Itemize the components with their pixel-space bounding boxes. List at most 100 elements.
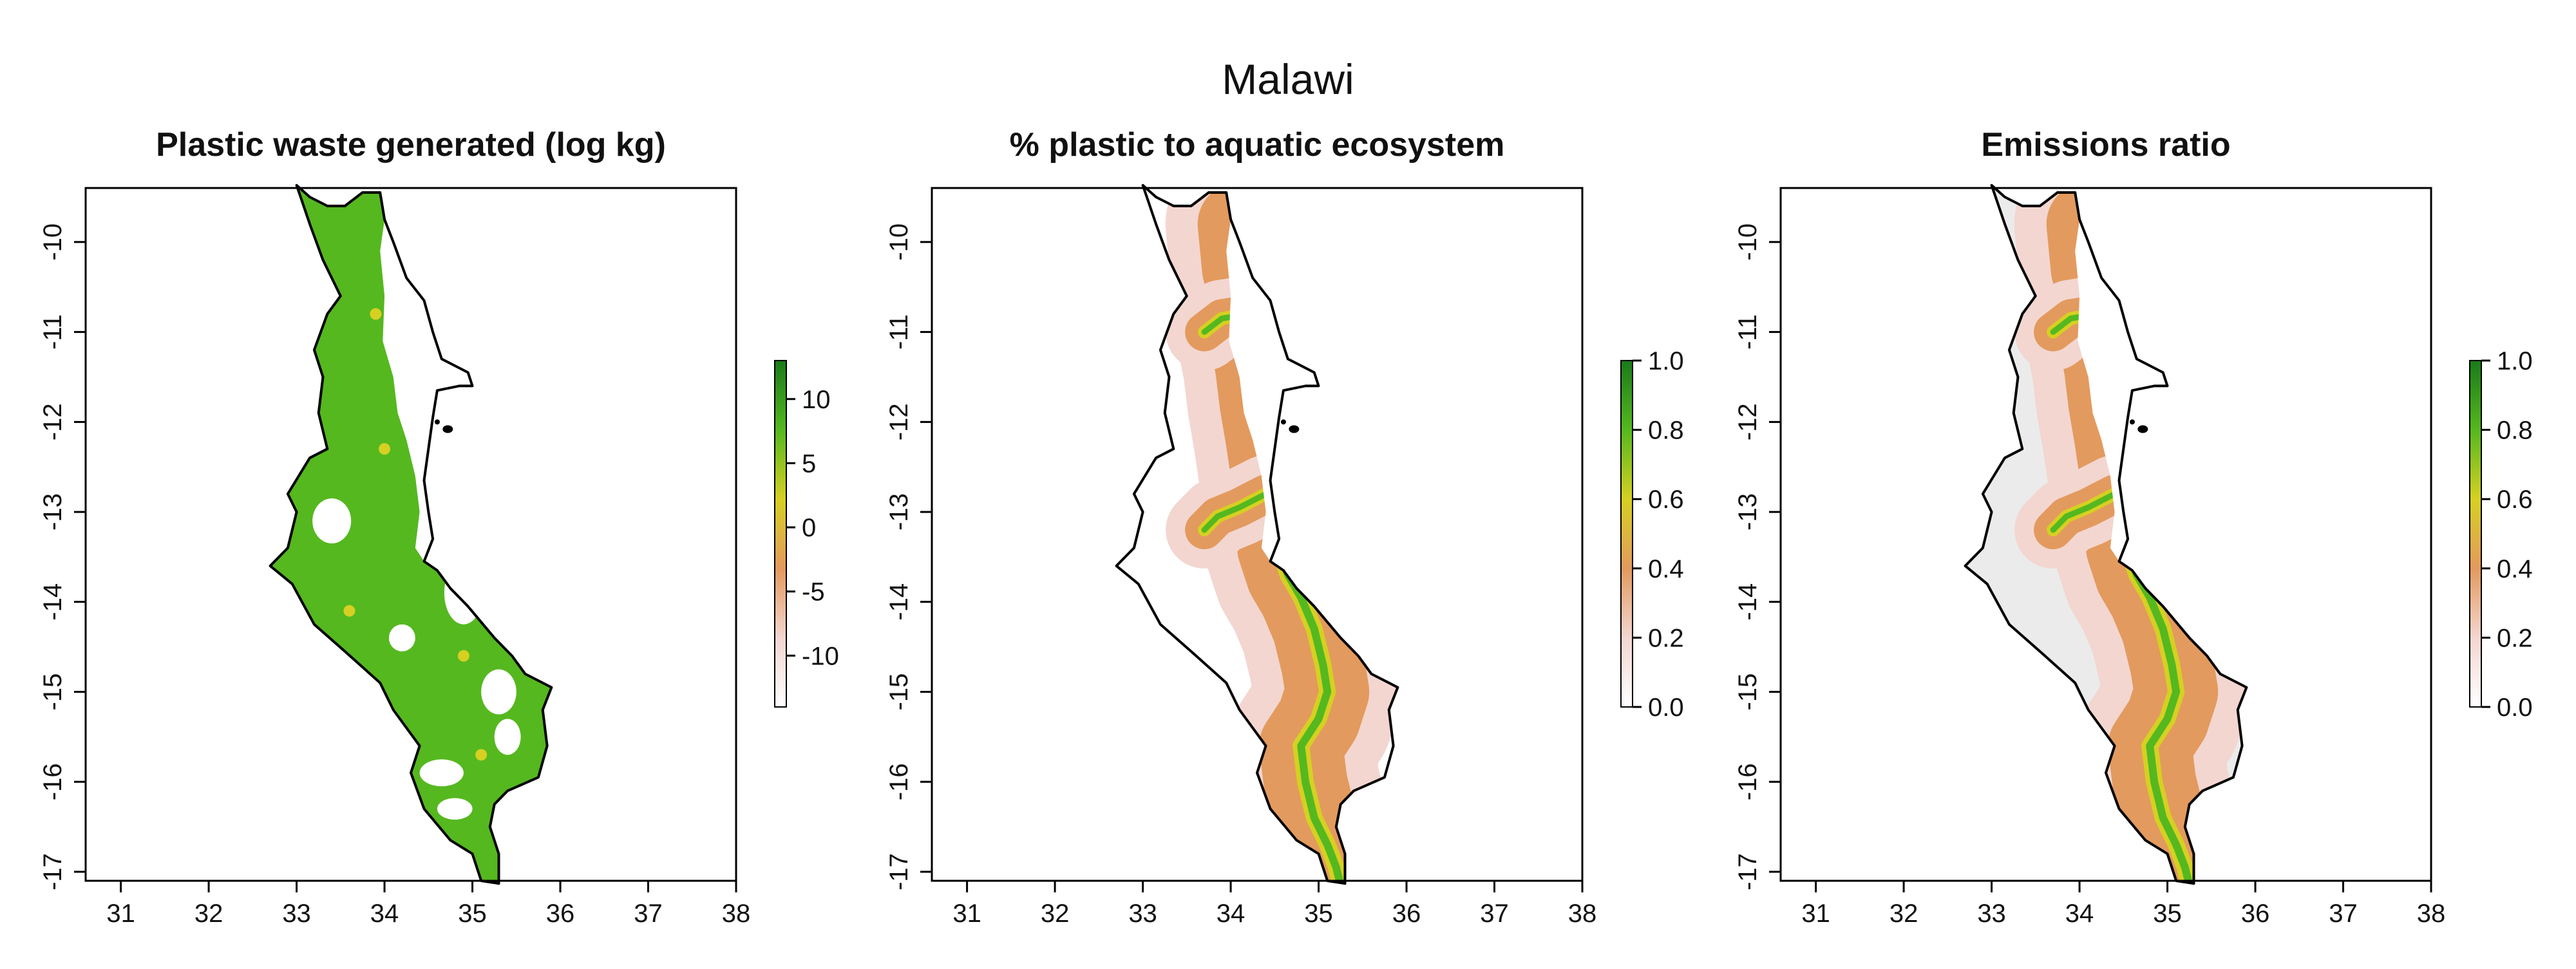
waste-raster xyxy=(270,185,552,884)
panel-title: Emissions ratio xyxy=(1981,126,2230,164)
x-tick-label: 33 xyxy=(282,899,311,928)
y-tick-label: -11 xyxy=(1734,314,1762,350)
legend-tick-label: 0.8 xyxy=(2497,417,2533,445)
raster-layer xyxy=(270,185,552,884)
legend-tick-label: 0.8 xyxy=(1648,417,1684,445)
legend-tick-label: 0.4 xyxy=(1648,555,1684,583)
no-data-patch xyxy=(437,798,473,820)
legend-tick-label: 0.2 xyxy=(1648,624,1684,652)
island-marker xyxy=(1280,419,1286,425)
y-tick-label: -15 xyxy=(1734,673,1762,711)
x-tick-label: 35 xyxy=(1304,899,1333,928)
x-tick-label: 32 xyxy=(1041,899,1070,928)
y-tick-label: -16 xyxy=(39,763,67,800)
figure-title: Malawi xyxy=(1222,55,1354,103)
legend-tick-label: -5 xyxy=(802,578,825,607)
y-tick-label: -16 xyxy=(885,763,913,800)
waste-hotspot xyxy=(343,605,355,617)
y-tick-label: -13 xyxy=(885,493,913,531)
x-tick-label: 33 xyxy=(1977,899,2006,928)
legend-tick-label: 1.0 xyxy=(2497,347,2533,375)
x-tick-label: 32 xyxy=(1889,899,1918,928)
y-tick-label: -15 xyxy=(39,673,67,711)
legend-tick-label: 0.6 xyxy=(2497,485,2533,514)
x-tick-label: 34 xyxy=(2065,899,2094,928)
y-tick-label: -14 xyxy=(1734,583,1762,621)
legend-tick-label: 5 xyxy=(802,449,816,478)
legend-colorbar xyxy=(1620,360,1633,708)
island-marker xyxy=(1289,425,1300,433)
y-tick-label: -13 xyxy=(39,493,67,531)
legend-tick-label: 0.0 xyxy=(2497,693,2533,722)
no-data-patch xyxy=(312,498,352,543)
y-tick-label: -10 xyxy=(885,223,913,261)
waste-hotspot xyxy=(379,443,391,455)
x-tick-label: 36 xyxy=(546,899,575,928)
raster-layer xyxy=(1965,185,2247,884)
x-tick-label: 38 xyxy=(2417,899,2446,928)
country-outline xyxy=(1964,183,2248,885)
panel-title: Plastic waste generated (log kg) xyxy=(156,126,666,164)
x-tick-label: 37 xyxy=(2329,899,2358,928)
x-tick-label: 34 xyxy=(1217,899,1245,928)
y-tick-label: -13 xyxy=(1734,493,1762,531)
y-tick-label: -12 xyxy=(885,403,913,440)
x-tick-label: 36 xyxy=(2241,899,2270,928)
map-panel-3: Emissions ratio 31 32 33 34 35 36 37 38 -10 -11 -12… xyxy=(1734,126,2533,928)
legend-tick-label: -10 xyxy=(802,642,839,670)
y-tick-label: -10 xyxy=(39,223,67,261)
island-marker xyxy=(2129,419,2135,425)
no-data-patch xyxy=(444,561,483,625)
y-tick-label: -12 xyxy=(39,403,67,440)
x-tick-label: 35 xyxy=(458,899,487,928)
island-marker xyxy=(442,425,453,433)
x-tick-label: 38 xyxy=(1568,899,1597,928)
y-tick-label: -14 xyxy=(39,583,67,621)
legend-colorbar xyxy=(774,360,787,708)
no-data-patch xyxy=(283,309,310,337)
no-data-patch xyxy=(481,669,516,715)
tributary-line xyxy=(1201,491,1269,533)
legend-tick-label: 0.6 xyxy=(1648,485,1684,514)
map-panel-1: Plastic waste generated (log kg) 31 32 33 34… xyxy=(39,126,839,928)
y-tick-label: -12 xyxy=(1734,403,1762,440)
legend-colorbar xyxy=(2469,360,2482,708)
no-data-patch xyxy=(494,719,521,755)
country-outline xyxy=(269,183,553,885)
y-tick-label: -11 xyxy=(39,314,67,350)
no-data-patch xyxy=(419,759,464,787)
plot-frame xyxy=(931,187,1584,882)
y-tick-label: -17 xyxy=(1734,853,1762,890)
island-marker xyxy=(2137,425,2148,433)
y-tick-label: -14 xyxy=(885,583,913,621)
x-tick-label: 31 xyxy=(952,899,981,928)
island-marker xyxy=(434,419,440,425)
legend-tick-label: 0.4 xyxy=(2497,555,2533,583)
y-tick-label: -10 xyxy=(1734,223,1762,261)
legend-tick-label: 10 xyxy=(802,386,831,414)
y-tick-label: -17 xyxy=(885,853,913,890)
plot-frame xyxy=(84,187,737,882)
tributary-line xyxy=(2050,491,2118,533)
panel-title: % plastic to aquatic ecosystem xyxy=(1010,126,1505,164)
x-tick-label: 31 xyxy=(1801,899,1830,928)
x-tick-label: 31 xyxy=(106,899,135,928)
legend-tick-label: 1.0 xyxy=(1648,347,1684,375)
x-tick-label: 37 xyxy=(1480,899,1509,928)
plot-frame xyxy=(1779,187,2432,882)
country-outline xyxy=(1115,183,1399,885)
waste-hotspot xyxy=(457,650,469,662)
x-tick-label: 32 xyxy=(194,899,223,928)
x-tick-label: 38 xyxy=(722,899,751,928)
x-tick-label: 36 xyxy=(1392,899,1421,928)
y-tick-label: -16 xyxy=(1734,763,1762,800)
y-tick-label: -15 xyxy=(885,673,913,711)
raster-layer xyxy=(1116,185,1398,884)
x-tick-label: 33 xyxy=(1128,899,1157,928)
legend-tick-label: 0.2 xyxy=(2497,624,2533,652)
y-tick-label: -11 xyxy=(885,314,913,350)
x-tick-label: 37 xyxy=(634,899,663,928)
no-data-patch xyxy=(388,624,415,652)
waste-hotspot xyxy=(475,749,488,761)
